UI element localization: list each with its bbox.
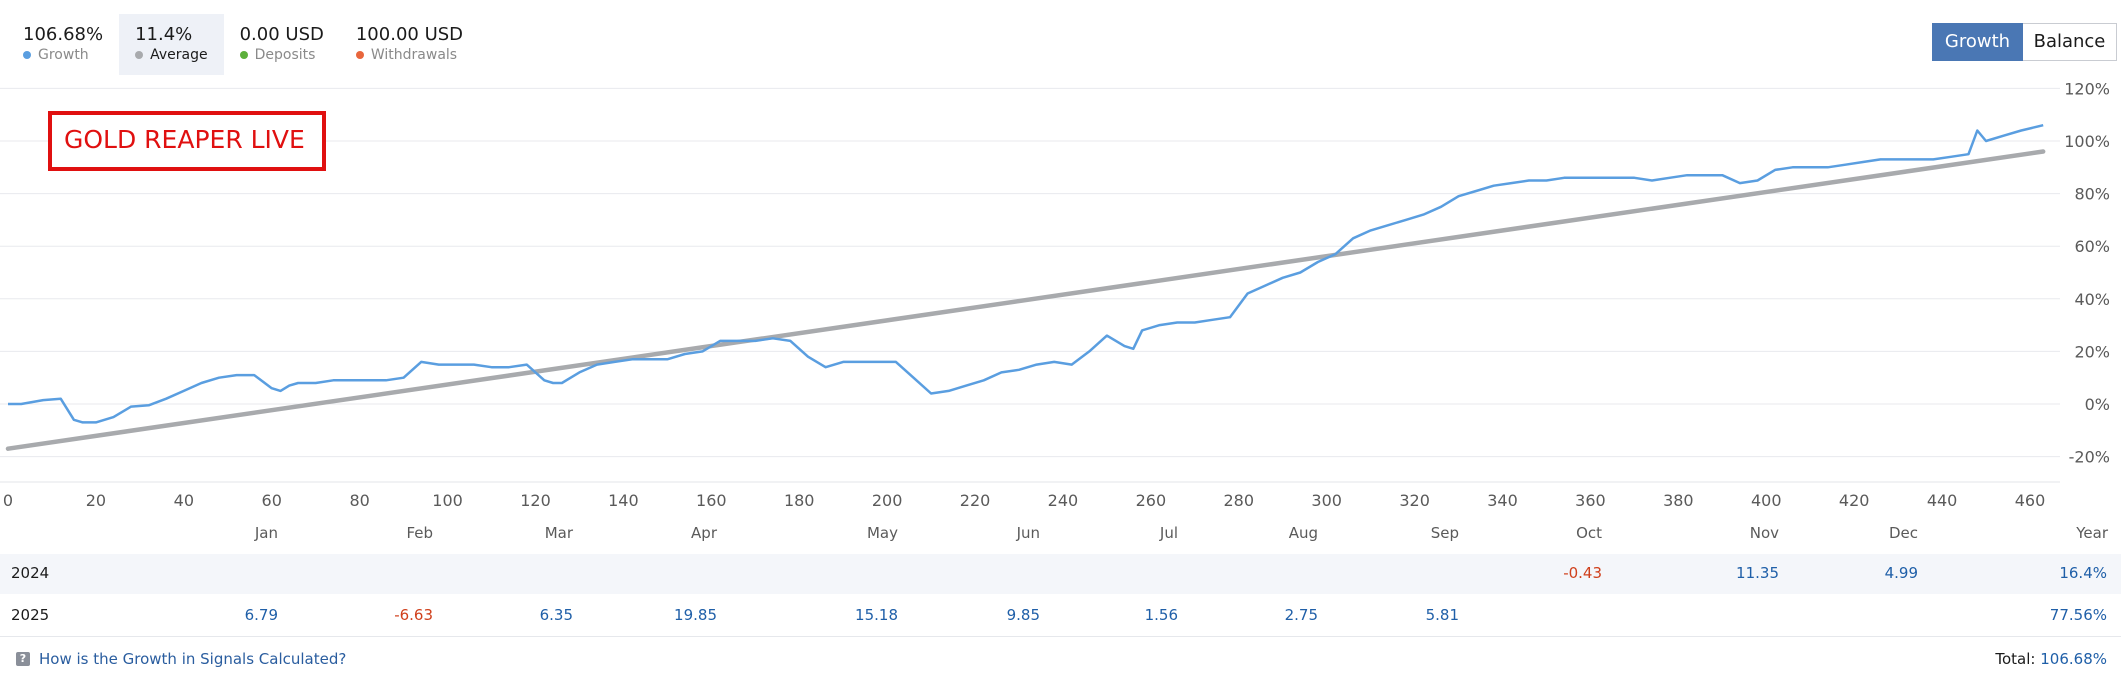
help-link-row[interactable]: ? How is the Growth in Signals Calculate… — [16, 650, 346, 668]
month-header: Sep — [1430, 524, 1459, 542]
total-value: 106.68% — [2040, 650, 2107, 668]
month-value: 5.81 — [1425, 606, 1459, 624]
month-header: Feb — [406, 524, 433, 542]
month-header: Oct — [1576, 524, 1602, 542]
y-tick-label: 80% — [2074, 185, 2110, 204]
stat-withdrawals-label: Withdrawals — [370, 47, 458, 63]
month-header: Nov — [1749, 524, 1779, 542]
y-tick-label: 0% — [2085, 395, 2110, 414]
x-tick-label: 180 — [784, 491, 815, 510]
year-total: 16.4% — [2059, 564, 2107, 582]
x-tick-label: 40 — [174, 491, 194, 510]
growth-legend-dot — [23, 51, 31, 59]
year-total: 77.56% — [2049, 606, 2107, 624]
month-header: Jul — [1159, 524, 1178, 542]
x-tick-label: 420 — [1839, 491, 1870, 510]
month-header: Aug — [1288, 524, 1318, 542]
stat-growth-label: Growth — [38, 47, 89, 63]
month-value: 9.85 — [1006, 606, 1040, 624]
chart-series — [5, 123, 2046, 451]
month-value: 1.56 — [1144, 606, 1178, 624]
x-tick-label: 460 — [2015, 491, 2046, 510]
stat-growth-value: 106.68% — [23, 24, 104, 45]
y-tick-label: 40% — [2074, 290, 2110, 309]
x-tick-label: 140 — [608, 491, 639, 510]
stat-deposits[interactable]: 0.00 USD Deposits — [224, 14, 340, 75]
x-tick-label: 20 — [86, 491, 106, 510]
total-label: Total: — [1995, 650, 2036, 668]
chart-mode-toggle: Growth Balance — [1932, 23, 2117, 61]
month-value: 6.79 — [244, 606, 278, 624]
x-tick-label: 80 — [349, 491, 369, 510]
stat-deposits-label: Deposits — [254, 47, 316, 63]
x-tick-label: 120 — [520, 491, 551, 510]
average-legend-dot — [135, 51, 144, 59]
x-tick-label: 440 — [1927, 491, 1958, 510]
x-tick-label: 380 — [1663, 491, 1694, 510]
x-tick-label: 160 — [696, 491, 727, 510]
month-value: 4.99 — [1884, 564, 1918, 582]
stat-average-label: Average — [150, 47, 208, 63]
stat-average[interactable]: 11.4% Average — [119, 14, 224, 75]
month-header-row: Jan Feb Mar Apr May Jun Jul Aug Sep Oct Nov Dec Year — [0, 520, 2121, 546]
month-header: Mar — [544, 524, 573, 542]
stat-withdrawals[interactable]: 100.00 USD Withdrawals — [340, 14, 479, 75]
y-tick-label: -20% — [2069, 448, 2110, 467]
month-value: 11.35 — [1736, 564, 1779, 582]
y-tick-label: 20% — [2074, 342, 2110, 361]
balance-toggle-button[interactable]: Balance — [2023, 23, 2117, 61]
x-axis-ticks: 0 20 40 60 80 100 120 140 160 180 200 220 240 260 280 3… — [3, 491, 2045, 510]
x-tick-label: 60 — [262, 491, 282, 510]
x-tick-label: 340 — [1487, 491, 1518, 510]
y-tick-label: 60% — [2074, 237, 2110, 256]
withdrawals-legend-dot — [355, 51, 364, 59]
help-icon: ? — [16, 652, 30, 666]
month-header: Jan — [254, 524, 278, 542]
year-label: 2025 — [11, 606, 50, 624]
x-tick-label: 220 — [960, 491, 991, 510]
month-value: 19.85 — [674, 606, 717, 624]
chart-grid — [0, 87, 2060, 483]
month-header: Jun — [1016, 524, 1040, 542]
x-tick-label: 240 — [1048, 491, 1079, 510]
y-tick-label: 120% — [2064, 79, 2110, 98]
y-tick-label: 100% — [2064, 132, 2110, 151]
year-row-2025: 2025 6.79 -6.63 6.35 19.85 15.18 9.85 1.56 2.75… — [0, 596, 2121, 637]
year-row-2024: 2024 -0.43 11.35 4.99 16.4% — [0, 554, 2121, 594]
month-header: Apr — [691, 524, 717, 542]
total-summary: Total: 106.68% — [1995, 650, 2107, 668]
x-tick-label: 360 — [1575, 491, 1606, 510]
stat-deposits-value: 0.00 USD — [239, 24, 324, 45]
growth-chart: 120% 100% 80% 60% 40% 20% 0% -20% 0 20 40 60 80 100 1… — [0, 79, 2110, 510]
y-axis-ticks: 120% 100% 80% 60% 40% 20% 0% -20% — [2064, 79, 2110, 466]
deposits-legend-dot — [239, 51, 248, 59]
x-tick-label: 300 — [1311, 491, 1342, 510]
x-tick-label: 200 — [872, 491, 903, 510]
month-header: May — [866, 524, 898, 542]
x-tick-label: 280 — [1224, 491, 1255, 510]
month-value: 6.35 — [539, 606, 573, 624]
help-link[interactable]: How is the Growth in Signals Calculated? — [39, 650, 347, 668]
month-value: 15.18 — [855, 606, 898, 624]
growth-line — [8, 123, 2044, 424]
overlay-title-box: GOLD REAPER LIVE — [48, 111, 326, 171]
x-tick-label: 320 — [1399, 491, 1430, 510]
growth-toggle-button[interactable]: Growth — [1932, 23, 2023, 61]
month-header: Dec — [1888, 524, 1918, 542]
stats-bar: 106.68% Growth 11.4% Average 0.00 USD De… — [7, 14, 479, 75]
month-value: -6.63 — [394, 606, 433, 624]
trend-line — [5, 149, 2046, 451]
x-tick-label: 0 — [3, 491, 13, 510]
month-value: -0.43 — [1563, 564, 1602, 582]
stat-withdrawals-value: 100.00 USD — [355, 24, 464, 45]
month-header: Year — [2076, 524, 2108, 542]
stat-average-value: 11.4% — [135, 24, 193, 45]
stat-growth[interactable]: 106.68% Growth — [7, 14, 119, 75]
x-tick-label: 260 — [1136, 491, 1167, 510]
x-tick-label: 400 — [1751, 491, 1782, 510]
year-label: 2024 — [11, 564, 50, 582]
x-tick-label: 100 — [432, 491, 463, 510]
month-value: 2.75 — [1284, 606, 1318, 624]
